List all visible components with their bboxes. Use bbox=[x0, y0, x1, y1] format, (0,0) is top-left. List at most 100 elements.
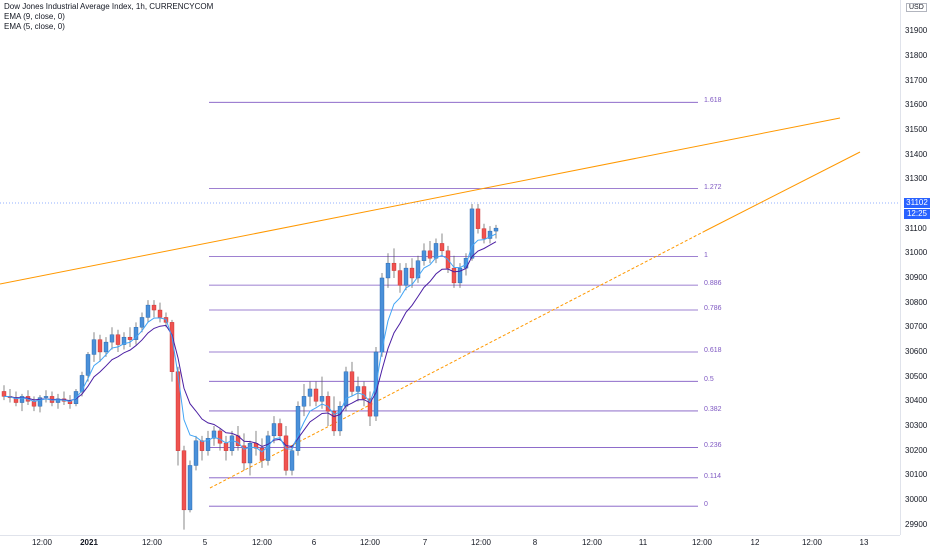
price-tick-label: 30200 bbox=[905, 445, 928, 455]
price-tick-label: 31100 bbox=[905, 223, 927, 233]
fib-level-label: 0.236 bbox=[704, 442, 722, 450]
candle-up bbox=[301, 396, 307, 407]
candles bbox=[1, 203, 499, 530]
candle-down bbox=[481, 228, 487, 239]
candle-up bbox=[403, 267, 409, 286]
price-tick-label: 30900 bbox=[905, 272, 928, 282]
price-tick-label: 30800 bbox=[905, 297, 928, 307]
candle-down bbox=[217, 430, 223, 444]
candle-up bbox=[193, 440, 199, 466]
fib-level-label: 1 bbox=[704, 251, 708, 259]
price-tick-label: 31400 bbox=[905, 149, 928, 159]
fib-level-label: 0.886 bbox=[704, 280, 722, 288]
lower-trendline-extension[interactable] bbox=[704, 151, 861, 232]
candle-up bbox=[355, 386, 361, 392]
candle-down bbox=[325, 396, 331, 412]
ema-5-line bbox=[3, 233, 497, 453]
candle-up bbox=[415, 260, 421, 279]
price-tick-label: 30600 bbox=[905, 346, 928, 356]
candle-down bbox=[277, 423, 283, 437]
price-chart[interactable] bbox=[0, 0, 900, 535]
candle-down bbox=[115, 334, 121, 345]
time-tick-label: 12:00 bbox=[251, 538, 273, 547]
fib-level-label: 0 bbox=[704, 501, 708, 509]
fib-level-label: 1.272 bbox=[704, 183, 722, 191]
time-tick-label: 7 bbox=[422, 538, 428, 547]
candle-down bbox=[283, 435, 289, 471]
currency-label[interactable]: USD bbox=[906, 3, 927, 12]
candle-up bbox=[187, 465, 193, 511]
price-tick-label: 31600 bbox=[905, 100, 928, 110]
candle-up bbox=[139, 317, 145, 328]
candle-down bbox=[313, 388, 319, 402]
candle-up bbox=[421, 250, 427, 261]
price-tick-label: 31900 bbox=[905, 26, 928, 36]
fib-level-label: 0.114 bbox=[704, 472, 721, 480]
time-axis[interactable]: 12:00 2021 12:00 5 12:00 6 12:00 7 12:00 8 12:00 11… bbox=[0, 535, 900, 551]
candle-up bbox=[37, 397, 43, 407]
candle-down bbox=[331, 410, 337, 432]
fib-level-label: 0.786 bbox=[704, 305, 722, 313]
candle-up bbox=[229, 435, 235, 451]
candle-up bbox=[121, 336, 127, 345]
ema9-legend[interactable]: EMA (9, close, 0) bbox=[4, 12, 65, 21]
price-tick-label: 31000 bbox=[905, 248, 928, 258]
price-tick-label: 30500 bbox=[905, 371, 928, 381]
candle-up bbox=[247, 443, 253, 464]
candle-up bbox=[79, 375, 85, 392]
candle-up bbox=[43, 396, 49, 398]
candle-up bbox=[271, 423, 277, 437]
price-tick-label: 30100 bbox=[905, 470, 928, 480]
price-tick-label: 31700 bbox=[905, 75, 928, 85]
candle-up bbox=[205, 438, 211, 451]
candle-down bbox=[241, 445, 247, 464]
candle-up bbox=[133, 327, 139, 340]
candle-up bbox=[103, 341, 109, 353]
candle-down bbox=[31, 401, 37, 407]
candle-up bbox=[211, 430, 217, 439]
candle-up bbox=[319, 396, 325, 402]
price-tick-label: 30300 bbox=[905, 420, 928, 430]
fib-retracement[interactable] bbox=[209, 101, 698, 507]
candle-down bbox=[349, 371, 355, 392]
time-tick-label: 12:00 bbox=[31, 538, 53, 547]
price-tick-label: 31500 bbox=[905, 124, 928, 134]
candle-up bbox=[385, 262, 391, 279]
candle-down bbox=[451, 267, 457, 284]
time-tick-label: 12:00 bbox=[141, 538, 163, 547]
candle-down bbox=[409, 267, 415, 279]
candle-up bbox=[19, 396, 25, 403]
chart-title: Dow Jones Industrial Average Index, 1h, … bbox=[4, 2, 214, 11]
candle-up bbox=[493, 227, 499, 232]
upper-trendline[interactable] bbox=[0, 117, 841, 285]
time-tick-label: 12:00 bbox=[470, 538, 492, 547]
time-tick-label: 12:00 bbox=[581, 538, 603, 547]
candle-down bbox=[1, 391, 7, 397]
price-tick-label: 30000 bbox=[905, 494, 928, 504]
candle-up bbox=[487, 230, 493, 239]
price-tick-label: 31800 bbox=[905, 50, 928, 60]
candle-down bbox=[391, 262, 397, 271]
time-tick-label: 12:00 bbox=[691, 538, 713, 547]
price-axis[interactable]: 3190031800317003160031500314003130031200… bbox=[900, 0, 932, 535]
fib-level-label: 0.618 bbox=[704, 346, 722, 354]
candle-up bbox=[469, 208, 475, 259]
candle-down bbox=[361, 386, 367, 400]
fib-level-label: 0.5 bbox=[704, 376, 714, 384]
ema5-legend[interactable]: EMA (5, close, 0) bbox=[4, 22, 65, 31]
candle-down bbox=[397, 270, 403, 286]
candle-up bbox=[85, 354, 91, 376]
candle-down bbox=[157, 309, 163, 318]
candle-up bbox=[433, 243, 439, 259]
price-tick-label: 29900 bbox=[905, 519, 928, 529]
candle-up bbox=[91, 339, 97, 355]
candle-down bbox=[259, 447, 265, 461]
candle-down bbox=[367, 398, 373, 417]
ema-9-line bbox=[3, 241, 497, 448]
price-tick-label: 30400 bbox=[905, 396, 928, 406]
candle-up bbox=[55, 398, 61, 403]
candle-up bbox=[289, 450, 295, 471]
price-tick-label: 30700 bbox=[905, 322, 928, 332]
last-price-tag: 31102 bbox=[904, 198, 930, 208]
candle-down bbox=[181, 450, 187, 511]
